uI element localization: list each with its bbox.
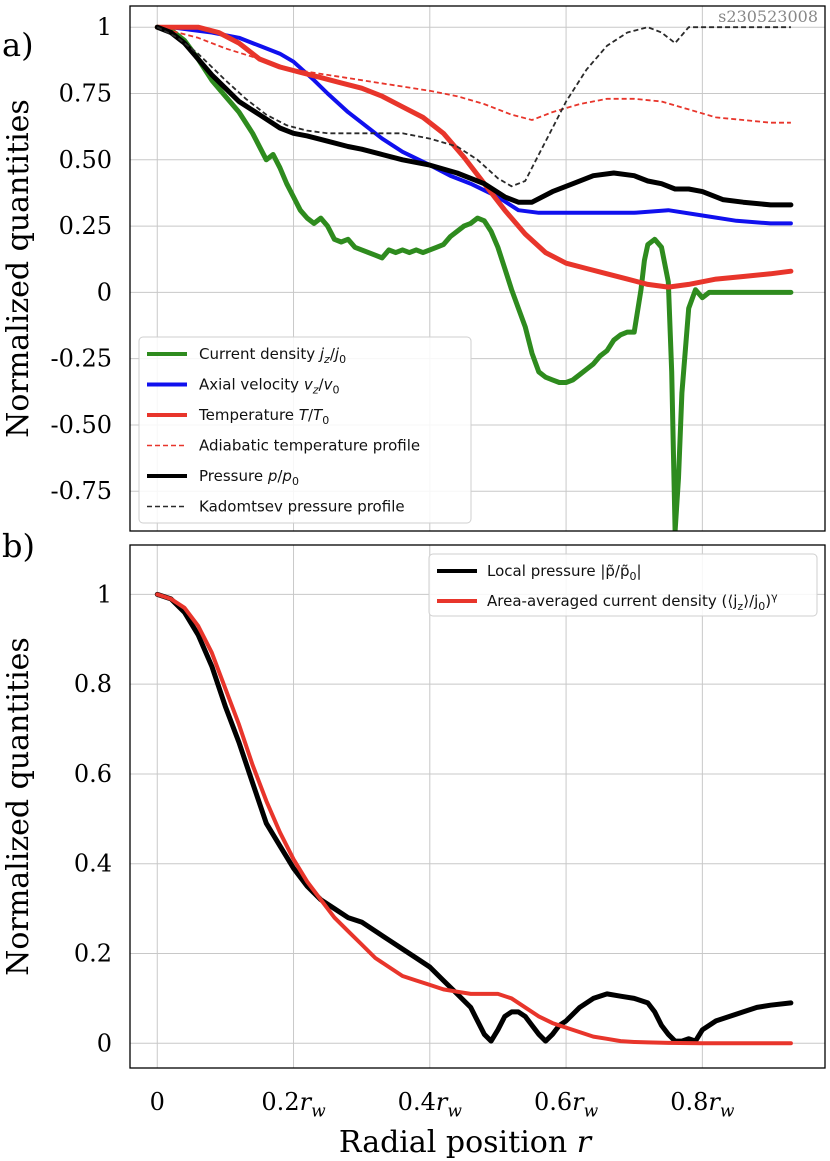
series-line-6	[156, 26, 791, 188]
series-line-1	[154, 24, 794, 531]
legend-label: Current density jz/j0	[199, 345, 346, 366]
plot-frame	[129, 544, 826, 1069]
legend-label: Axial velocity vz/v0	[199, 376, 339, 397]
y-tick-label: 0.8	[74, 670, 112, 698]
legend-box	[138, 336, 472, 524]
x-axis-title: Radial position r	[339, 1125, 593, 1160]
series-group	[154, 591, 794, 1046]
x-tick-label: 0	[150, 1088, 165, 1116]
plot-frame	[129, 5, 826, 532]
y-tick-label: 0.25	[59, 212, 112, 240]
panel-label: a)	[2, 26, 34, 64]
panel-label: b)	[2, 527, 35, 565]
series-line-2	[155, 592, 793, 1046]
series-line-1	[154, 591, 794, 1044]
y-tick-label: 0.4	[74, 850, 112, 878]
panel-a-chart: 1 0.75 0.50 0.25 0 -0.25 -0.50 -0.75 Normalized …	[1, 5, 826, 532]
watermark: s230523008	[718, 7, 818, 26]
y-tick-label: 0.50	[59, 146, 112, 174]
series-line-4	[157, 26, 791, 124]
series-line-2	[155, 25, 793, 226]
legend-label: Area-averaged current density (⟨jz⟩/j0)γ	[487, 590, 778, 613]
y-axis-title: Normalized quantities	[1, 99, 36, 438]
y-tick-label: -0.50	[50, 411, 112, 439]
x-tick-label: 0.4rw	[398, 1088, 463, 1122]
legend-label: Temperature T/T0	[198, 406, 329, 427]
y-tick-label: -0.75	[50, 477, 112, 505]
x-tick-label: 0.6rw	[534, 1088, 599, 1122]
y-tick-label: 0.2	[74, 940, 112, 968]
legend-label: Pressure p/p0	[199, 467, 299, 488]
y-tick-label: 1	[97, 13, 112, 41]
x-tick-label: 0.8rw	[670, 1088, 735, 1122]
y-tick-label: -0.25	[50, 345, 112, 373]
series-line-5	[154, 24, 794, 208]
legend-label: Adiabatic temperature profile	[199, 437, 420, 455]
y-tick-label: 1	[97, 580, 112, 608]
panel-b-chart: 1 0.8 0.6 0.4 0.2 0 0 0.2rw 0.4rw 0.6rw 0.8rw Norma…	[1, 527, 826, 1122]
legend-box	[428, 553, 818, 617]
y-tick-label: 0	[97, 1029, 112, 1057]
legend-label: Local pressure |p̃/p̃0|	[487, 562, 642, 583]
legend-label: Kadomtsev pressure profile	[199, 498, 405, 516]
series-group	[154, 24, 794, 531]
x-tick-label: 0.2rw	[261, 1088, 326, 1122]
y-tick-label: 0.6	[74, 760, 112, 788]
y-tick-label: 0.75	[59, 80, 112, 108]
y-axis-title: Normalized quantities	[1, 637, 36, 976]
y-tick-label: 0	[97, 278, 112, 306]
